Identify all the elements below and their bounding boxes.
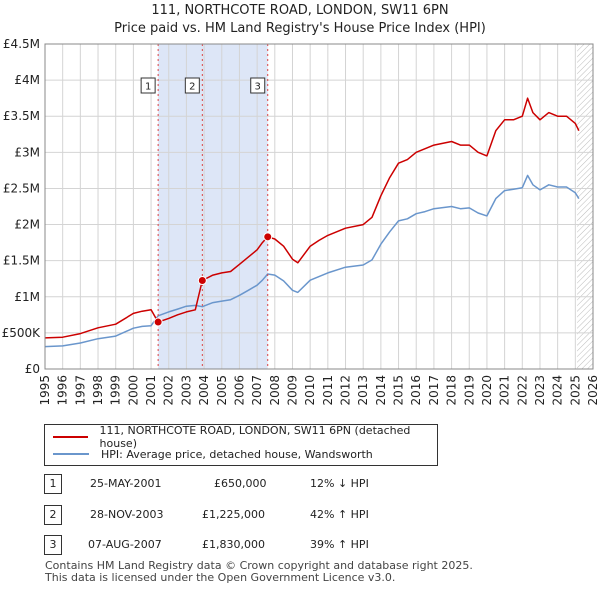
marker-label: 2 [189, 82, 195, 93]
y-tick-label: £2.5M [3, 181, 40, 195]
x-tick-label: 2010 [303, 375, 317, 406]
x-tick-label: 2023 [533, 375, 547, 406]
x-tick-label: 2015 [392, 375, 406, 406]
x-tick-label: 2020 [480, 375, 494, 406]
y-tick-label: £0 [25, 362, 40, 376]
transaction-price: £650,000 [214, 477, 267, 490]
transaction-price: £1,830,000 [202, 538, 265, 551]
legend-swatch-hpi [53, 453, 89, 455]
x-tick-label: 2014 [374, 375, 388, 406]
x-tick-label: 2013 [356, 375, 370, 406]
y-tick-label: £3M [14, 145, 40, 159]
x-tick-label: 2009 [285, 375, 299, 406]
x-tick-label: 2024 [551, 375, 565, 406]
x-tick-label: 2003 [179, 375, 193, 406]
x-tick-label: 1999 [109, 375, 123, 406]
x-tick-label: 1997 [73, 375, 87, 406]
legend-swatch-property [53, 436, 88, 438]
transaction-badge: 3 [44, 535, 62, 555]
x-tick-label: 2016 [409, 375, 423, 406]
y-tick-label: £4M [14, 73, 40, 87]
x-tick-label: 2017 [427, 375, 441, 406]
x-tick-label: 2005 [215, 375, 229, 406]
transaction-date: 25-MAY-2001 [90, 477, 162, 490]
x-tick-label: 2004 [197, 375, 211, 406]
price-chart: 1 2 3 £0 £500K £1M £1.5M £2M £2.5M £3M £3.5M £4M £4… [2, 37, 600, 406]
series-line-hpi [44, 174, 580, 348]
y-tick-label: £3.5M [3, 109, 40, 123]
marker-label: 1 [145, 82, 151, 93]
x-tick-label: 2007 [250, 375, 264, 406]
x-tick-label: 2022 [515, 375, 529, 406]
x-tick-label: 2008 [268, 375, 282, 406]
marker-box [184, 77, 200, 94]
y-tick-label: £500K [2, 326, 42, 340]
x-tick-label: 2001 [144, 375, 158, 406]
x-tick-label: 2025 [568, 375, 582, 406]
plot-border [44, 43, 594, 370]
x-tick-label: 2002 [162, 375, 176, 406]
sale-point [153, 317, 163, 327]
x-tick-label: 2019 [462, 375, 476, 406]
x-tick-label: 2006 [232, 375, 246, 406]
x-tick-label: 1996 [56, 375, 70, 406]
x-tick-label: 1995 [38, 375, 52, 406]
transaction-badge: 1 [44, 474, 62, 494]
x-tick-label: 2018 [445, 375, 459, 406]
transaction-date: 07-AUG-2007 [88, 538, 162, 551]
transaction-date: 28-NOV-2003 [90, 508, 164, 521]
x-tick-label: 2000 [126, 375, 140, 406]
plot-area [45, 44, 593, 369]
marker-label: 3 [255, 82, 261, 93]
legend: 111, NORTHCOTE ROAD, LONDON, SW11 6PN (d… [44, 424, 438, 466]
transaction-badge: 2 [44, 505, 62, 525]
x-tick-label: 2011 [321, 375, 335, 406]
legend-item-property: 111, NORTHCOTE ROAD, LONDON, SW11 6PN (d… [53, 424, 437, 450]
sale-point [197, 276, 207, 286]
legend-item-hpi: HPI: Average price, detached house, Wand… [53, 446, 373, 462]
x-tick-label: 2012 [339, 375, 353, 406]
future-hatch [577, 44, 593, 369]
chart-subtitle: Price paid vs. HM Land Registry's House … [114, 21, 486, 36]
footer-copyright: Contains HM Land Registry data © Crown c… [45, 559, 473, 572]
y-tick-label: £1M [14, 290, 40, 304]
sale-point [263, 232, 273, 242]
x-tick-label: 1998 [91, 375, 105, 406]
footer: Contains HM Land Registry data © Crown c… [45, 560, 473, 584]
legend-label-hpi: HPI: Average price, detached house, Wand… [101, 447, 373, 461]
transaction-hpi: 12% ↓ HPI [310, 477, 369, 490]
legend-label-property: 111, NORTHCOTE ROAD, LONDON, SW11 6PN (d… [99, 424, 411, 450]
marker-box [140, 77, 156, 94]
series-line-property [44, 97, 580, 339]
y-tick-label: £2M [14, 218, 40, 232]
marker-box [250, 77, 266, 94]
y-tick-label: £1.5M [3, 254, 40, 268]
chart-title: 111, NORTHCOTE ROAD, LONDON, SW11 6PN [151, 3, 449, 18]
x-tick-label: 2026 [586, 375, 600, 406]
transaction-hpi: 42% ↑ HPI [310, 508, 369, 521]
footer-licence: This data is licensed under the Open Gov… [45, 571, 396, 584]
y-tick-label: £4.5M [3, 37, 40, 51]
x-tick-label: 2021 [498, 375, 512, 406]
transaction-price: £1,225,000 [202, 508, 265, 521]
transaction-hpi: 39% ↑ HPI [310, 538, 369, 551]
